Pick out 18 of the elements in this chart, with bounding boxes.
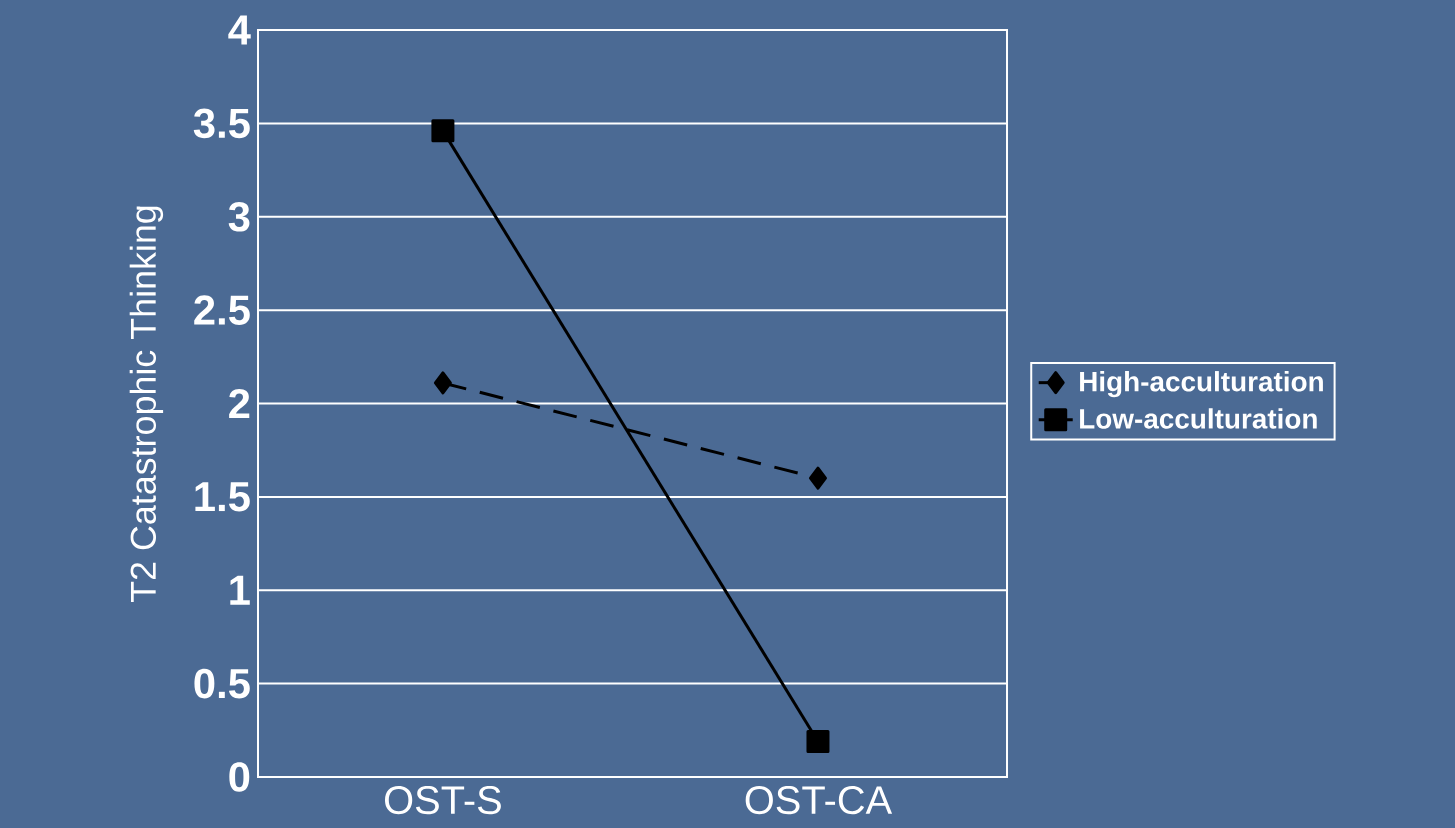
y-tick-label: 1.5	[195, 482, 250, 512]
x-tick-label: OST-S	[385, 786, 501, 815]
y-tick-label: 4	[228, 15, 251, 45]
legend-label: High-acculturation	[1080, 371, 1323, 398]
point	[433, 371, 452, 395]
point	[431, 119, 455, 143]
y-tick-label: 3	[228, 201, 250, 232]
y-tick-label: 1	[230, 575, 250, 605]
y-tick-label: 2	[229, 388, 250, 419]
y-axis-title: T2 Catastrophic Thinking	[129, 206, 164, 603]
x-tick-label: OST-CA	[745, 786, 893, 815]
y-tick-label: 2.5	[194, 295, 250, 325]
legend-label: Low-acculturation	[1080, 408, 1317, 429]
y-tick-label: 3.5	[193, 108, 250, 139]
y-tick-label: 0.5	[194, 668, 250, 699]
point	[806, 730, 830, 754]
point	[808, 466, 827, 490]
y-tick-label: 0	[229, 762, 250, 792]
